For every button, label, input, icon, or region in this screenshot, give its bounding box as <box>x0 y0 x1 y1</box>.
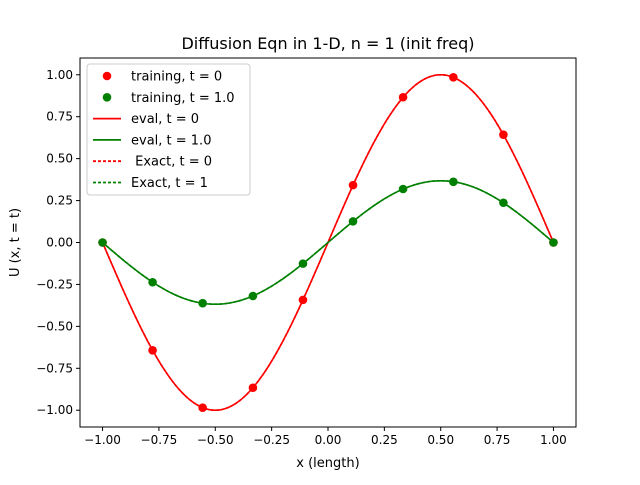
y-tick-label: 0.50 <box>46 152 73 166</box>
training-point <box>98 238 107 247</box>
exact-series-line <box>101 73 555 412</box>
training-point <box>499 130 508 139</box>
x-tick-label: 1.00 <box>540 433 567 447</box>
y-tick-label: 0.25 <box>46 194 73 208</box>
x-tick-label: 0.75 <box>484 433 511 447</box>
x-tick-label: −0.75 <box>141 433 178 447</box>
y-axis-label: U (x, t = t) <box>8 208 23 277</box>
y-tick-label: 0.75 <box>46 110 73 124</box>
training-point <box>198 403 207 413</box>
x-tick-label: 0.25 <box>371 433 398 447</box>
training-point <box>398 92 408 102</box>
legend-label: eval, t = 0 <box>131 112 199 127</box>
y-tick-label: 0.00 <box>46 236 73 250</box>
legend-label: training, t = 0 <box>131 70 222 85</box>
training-point <box>449 72 458 82</box>
training-point <box>248 383 258 393</box>
training-point <box>348 217 358 226</box>
y-tick-label: −1.00 <box>36 403 73 417</box>
legend-label: Exact, t = 0 <box>131 155 212 170</box>
x-tick-label: −0.25 <box>253 433 290 447</box>
training-point <box>298 259 308 268</box>
training-point <box>248 291 258 301</box>
x-tick-label: 0.00 <box>315 433 342 447</box>
training-point <box>298 295 308 305</box>
y-tick-label: 1.00 <box>46 68 73 82</box>
chart-title: Diffusion Eqn in 1-D, n = 1 (init freq) <box>181 34 474 53</box>
y-tick-label: −0.75 <box>36 361 73 375</box>
x-axis-label: x (length) <box>296 456 359 471</box>
training-point <box>398 184 408 194</box>
training-point <box>198 298 207 308</box>
y-tick-label: −0.25 <box>36 277 73 291</box>
legend-marker <box>102 71 112 81</box>
training-point <box>449 177 458 187</box>
y-axis: −1.00 −0.75 −0.50 −0.25 0.00 0.25 0.50 0.75 1.00 <box>36 68 80 417</box>
exact-series-line <box>102 179 554 306</box>
legend-box <box>86 63 251 196</box>
x-tick-label: 0.50 <box>427 433 454 447</box>
x-tick-label: −0.50 <box>197 433 234 447</box>
y-tick-label: −0.50 <box>36 319 73 333</box>
legend: training, t = 0 training, t = 1.0 eval, t … <box>86 63 251 196</box>
legend-label: Exact, t = 1 <box>131 176 208 191</box>
training-point <box>148 346 157 355</box>
training-point <box>148 277 157 287</box>
legend-label: training, t = 1.0 <box>131 91 235 106</box>
legend-label: eval, t = 1.0 <box>131 133 211 148</box>
training-point <box>499 198 508 208</box>
plot-area <box>98 72 558 413</box>
training-point <box>549 238 558 247</box>
training-point <box>348 180 358 190</box>
legend-marker <box>102 93 112 102</box>
x-tick-label: −1.00 <box>84 433 121 447</box>
x-axis: −1.00 −0.75 −0.50 −0.25 0.00 0.25 0.50 0.75 1.00 <box>84 427 567 447</box>
